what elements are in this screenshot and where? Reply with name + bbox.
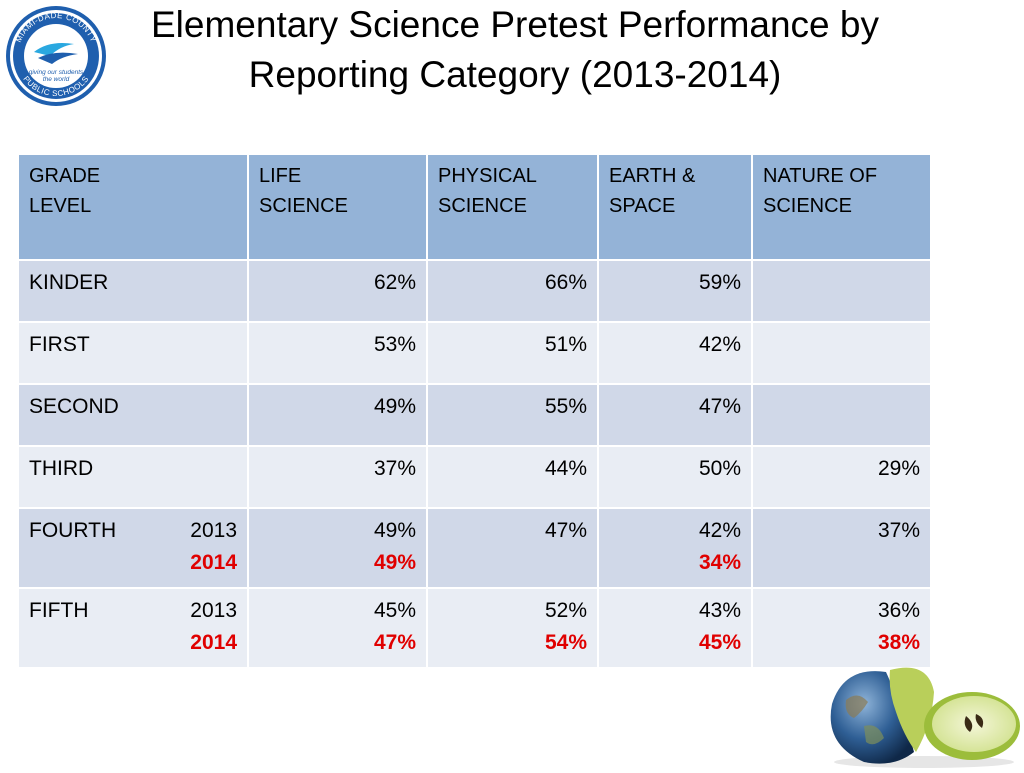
physical-science-cell: 52% 54%	[426, 587, 599, 669]
earth-space-cell: 59%	[597, 259, 753, 323]
header-row: GRADE LEVEL LIFE SCIENCE PHYSICAL SCIENCE E…	[17, 153, 932, 261]
table-row: FIFTH 2013 2014 45% 47% 52% 54% 43% 45% 36% 3…	[17, 587, 932, 669]
grade-name: FOURTH	[29, 519, 117, 542]
life-science-cell: 62%	[247, 259, 428, 323]
value-2014: 47%	[373, 631, 416, 654]
value-2013: 45%	[373, 599, 416, 622]
value-2014: 34%	[698, 551, 741, 574]
life-science-cell: 45% 47%	[247, 587, 428, 669]
svg-text:the world: the world	[43, 76, 70, 83]
value-2013: 49%	[373, 519, 416, 542]
earth-apple-illustration	[824, 652, 1024, 768]
life-science-cell: 37%	[247, 445, 428, 509]
value-2014: 49%	[373, 551, 416, 574]
grade-cell: THIRD	[17, 445, 249, 509]
year-2014-label: 2014	[190, 631, 237, 654]
table-row: THIRD 37% 44% 50% 29%	[17, 445, 932, 509]
header-physical-science: PHYSICAL SCIENCE	[426, 153, 599, 261]
performance-table: GRADE LEVEL LIFE SCIENCE PHYSICAL SCIENCE E…	[17, 153, 932, 669]
page-title: Elementary Science Pretest Performance b…	[100, 0, 930, 100]
table-row: KINDER 62% 66% 59%	[17, 259, 932, 323]
value-2013: 47%	[544, 519, 587, 542]
earth-space-cell: 43% 45%	[597, 587, 753, 669]
value-2013: 42%	[698, 519, 741, 542]
year-2013-label: 2013	[190, 519, 237, 542]
school-district-seal-icon: giving our students the world MIAMI-DADE…	[6, 6, 106, 106]
header-nature-of-science: NATURE OF SCIENCE	[751, 153, 932, 261]
header-grade-level: GRADE LEVEL	[17, 153, 249, 261]
nature-of-science-cell	[751, 383, 932, 447]
year-2013-label: 2013	[190, 599, 237, 622]
svg-text:giving our students: giving our students	[29, 69, 84, 76]
earth-space-cell: 50%	[597, 445, 753, 509]
nature-of-science-cell: 29%	[751, 445, 932, 509]
table-row: SECOND 49% 55% 47%	[17, 383, 932, 447]
earth-space-cell: 47%	[597, 383, 753, 447]
physical-science-cell: 55%	[426, 383, 599, 447]
header-life-science: LIFE SCIENCE	[247, 153, 428, 261]
earth-space-cell: 42% 34%	[597, 507, 753, 589]
physical-science-cell: 66%	[426, 259, 599, 323]
title-line-1: Elementary Science Pretest Performance b…	[151, 4, 879, 45]
physical-science-cell: 47%	[426, 507, 599, 589]
life-science-cell: 49%	[247, 383, 428, 447]
value-2014: 45%	[698, 631, 741, 654]
life-science-cell: 49% 49%	[247, 507, 428, 589]
nature-of-science-cell	[751, 321, 932, 385]
physical-science-cell: 51%	[426, 321, 599, 385]
grade-cell: FIFTH 2013 2014	[17, 587, 249, 669]
table-row: FOURTH 2013 2014 49% 49% 47% 42% 34% 37%	[17, 507, 932, 589]
header-earth-space: EARTH & SPACE	[597, 153, 753, 261]
grade-cell: FIRST	[17, 321, 249, 385]
value-2013: 52%	[544, 599, 587, 622]
table-row: FIRST 53% 51% 42%	[17, 321, 932, 385]
nature-of-science-cell: 36% 38%	[751, 587, 932, 669]
district-logo: giving our students the world MIAMI-DADE…	[4, 4, 108, 108]
nature-of-science-cell	[751, 259, 932, 323]
grade-name: FIFTH	[29, 599, 89, 622]
earth-space-cell: 42%	[597, 321, 753, 385]
earth-apple-icon	[830, 667, 1020, 768]
life-science-cell: 53%	[247, 321, 428, 385]
grade-cell: FOURTH 2013 2014	[17, 507, 249, 589]
value-2013: 43%	[698, 599, 741, 622]
value-2014: 54%	[544, 631, 587, 654]
grade-cell: SECOND	[17, 383, 249, 447]
nature-of-science-cell: 37%	[751, 507, 932, 589]
value-2013: 37%	[877, 519, 920, 542]
title-line-2: Reporting Category (2013-2014)	[248, 54, 782, 95]
value-2014: 38%	[877, 631, 920, 654]
grade-cell: KINDER	[17, 259, 249, 323]
physical-science-cell: 44%	[426, 445, 599, 509]
value-2013: 36%	[877, 599, 920, 622]
year-2014-label: 2014	[190, 551, 237, 574]
